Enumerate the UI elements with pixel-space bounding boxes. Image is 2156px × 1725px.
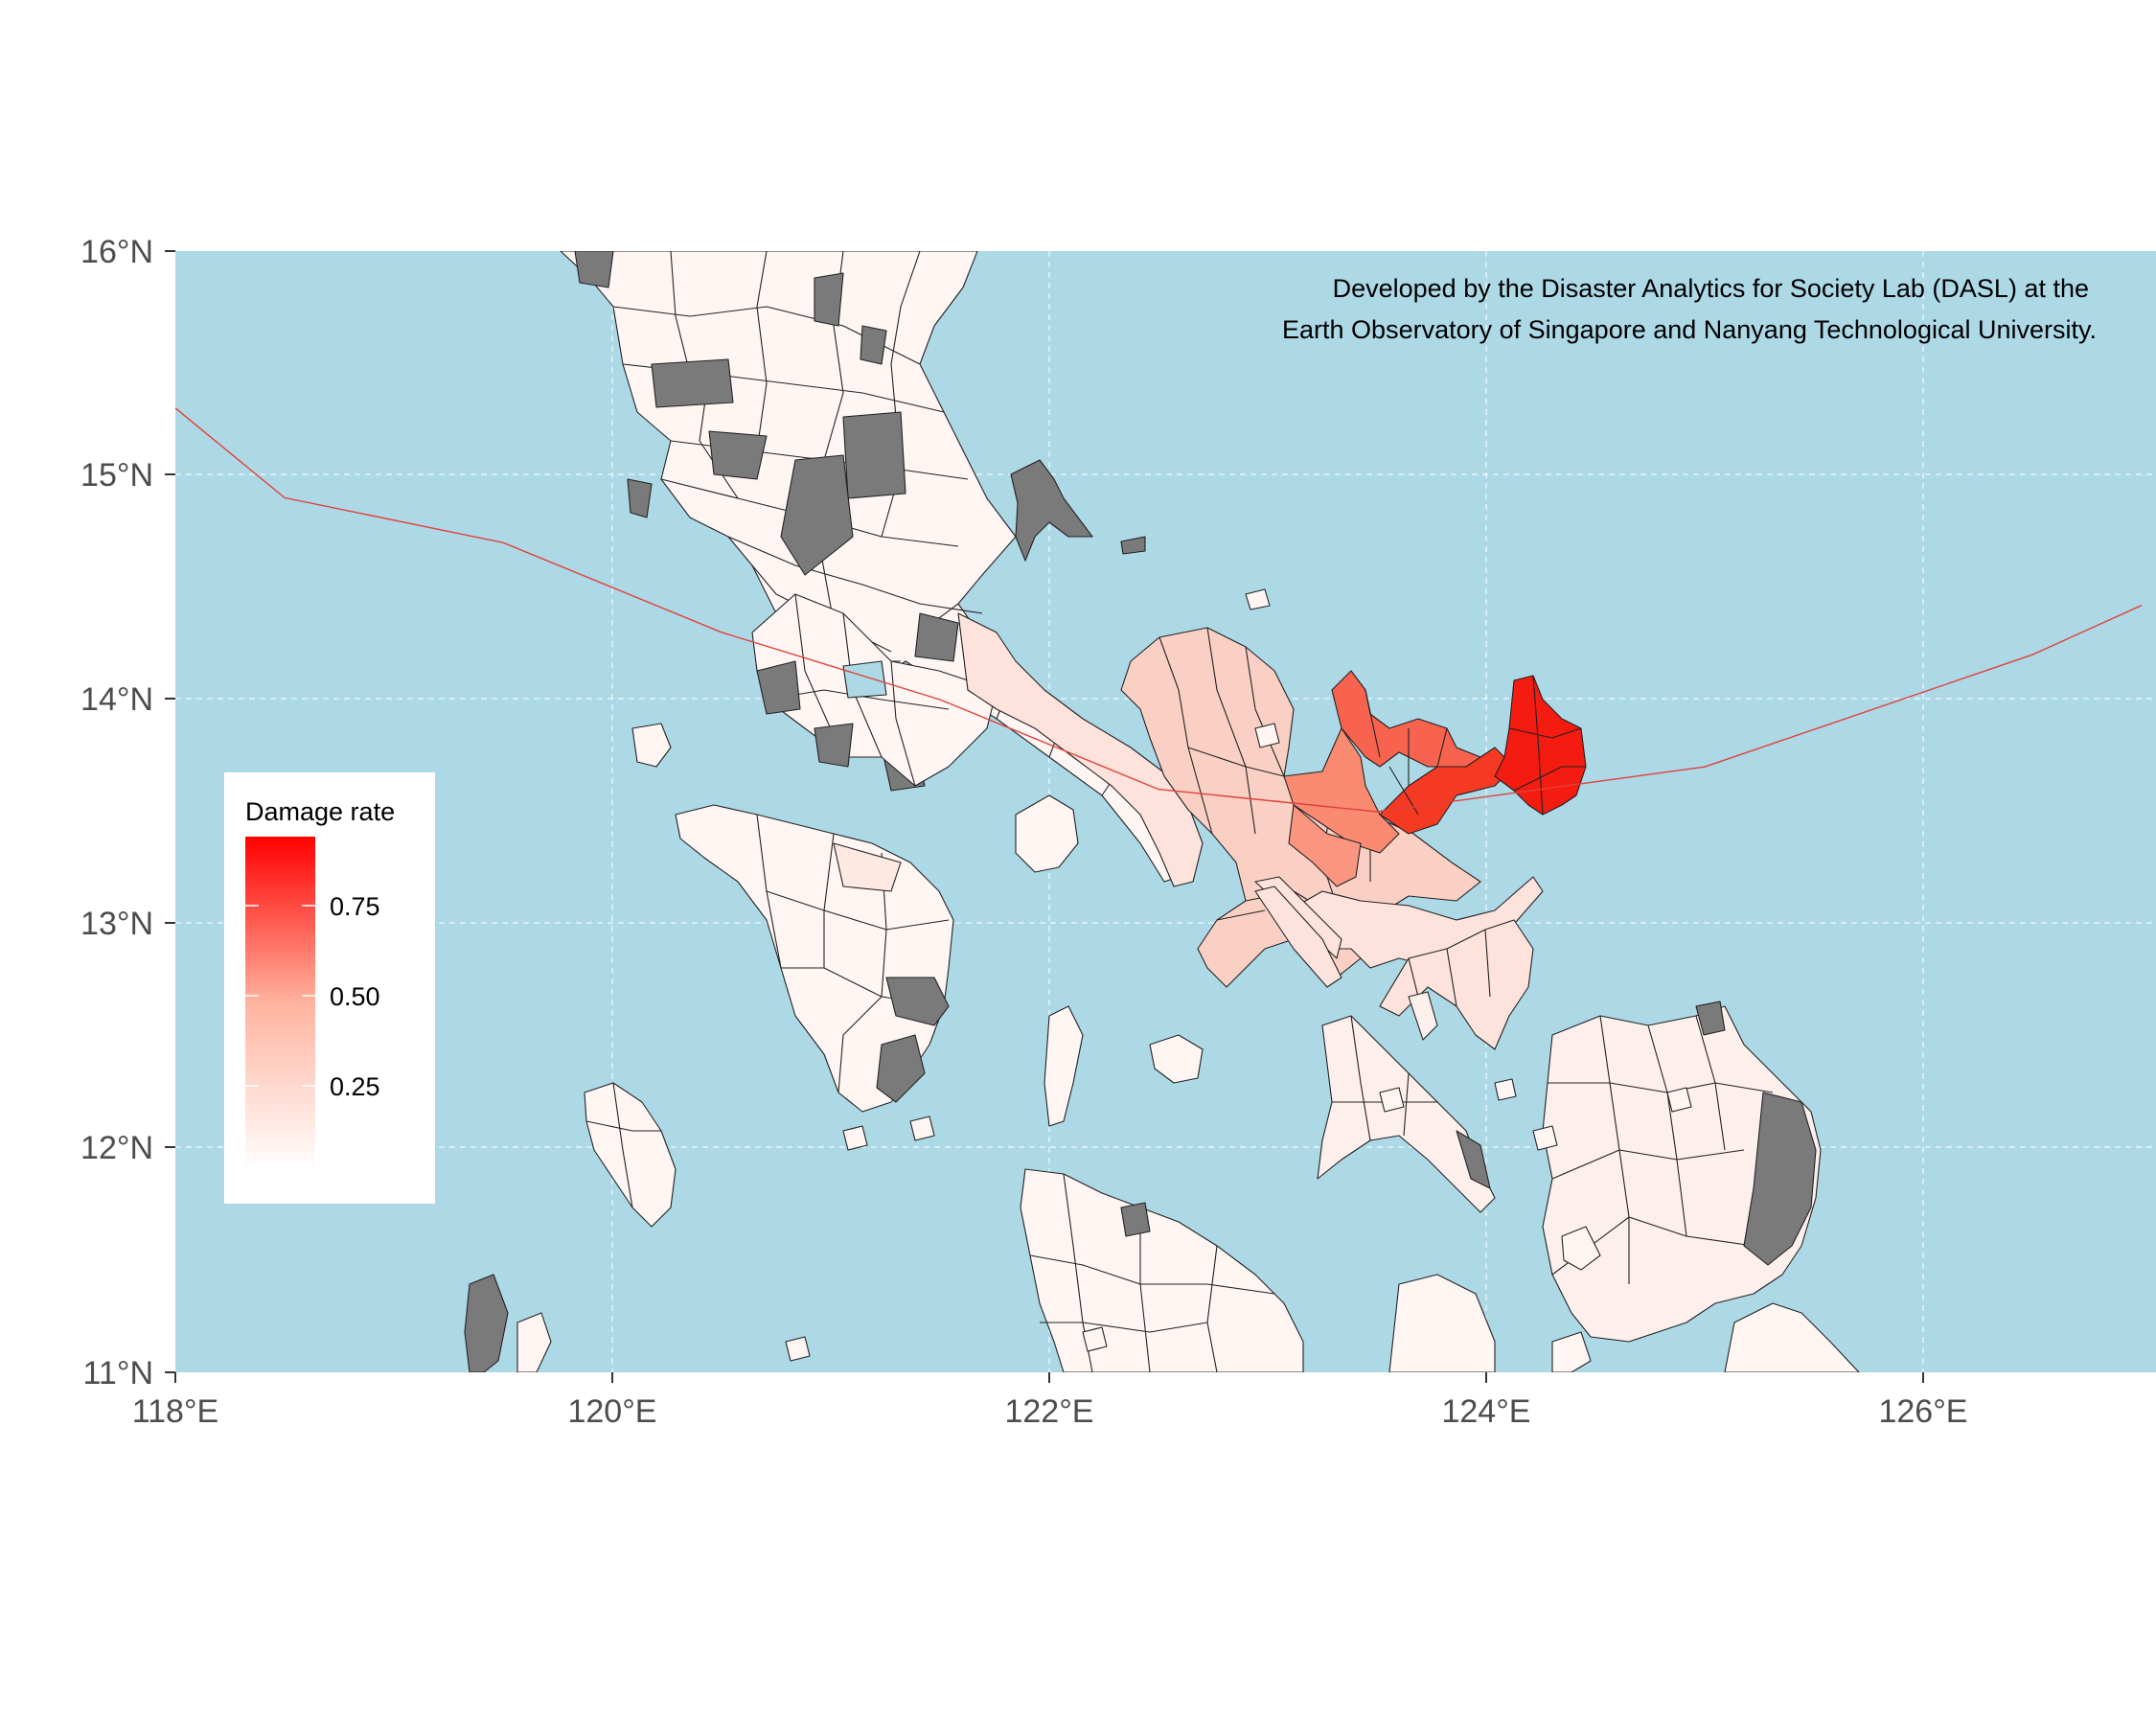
legend: Damage rate 0.75 0.50 0.25 <box>224 772 435 1204</box>
landmass-masbate <box>1317 991 1496 1213</box>
landmass-samar <box>1542 1000 1822 1343</box>
landmass-negros <box>1388 1274 1496 1372</box>
landmass-marinduque <box>1015 794 1079 873</box>
landmass-calamian <box>464 1082 677 1372</box>
credit-line-1: Developed by the Disaster Analytics for … <box>1333 274 2089 303</box>
lon-tick-label: 118°E <box>132 1393 218 1430</box>
lon-tick-label: 124°E <box>1441 1393 1530 1430</box>
lat-tick-label: 11°N <box>83 1355 153 1392</box>
lat-tick-label: 15°N <box>80 457 153 494</box>
landmass-bantayan <box>1551 1331 1592 1372</box>
landmass-southern-tagalog <box>751 593 998 787</box>
small-islands <box>631 588 1692 1362</box>
landmass-mindoro <box>675 804 954 1113</box>
lat-tick-label: 13°N <box>80 906 153 942</box>
legend-title: Damage rate <box>245 797 395 826</box>
lon-tick-label: 120°E <box>567 1393 656 1430</box>
legend-tick-label: 0.25 <box>330 1072 380 1101</box>
legend-tick-label: 0.75 <box>330 892 380 921</box>
legend-tick-label: 0.50 <box>330 982 380 1011</box>
landmass-burias <box>1254 886 1342 988</box>
lat-tick-label: 14°N <box>80 681 153 718</box>
lon-tick-label: 126°E <box>1878 1393 1967 1430</box>
landmass-leyte <box>1724 1302 1860 1372</box>
legend-colorbar <box>245 837 315 1170</box>
landmass-tablas <box>1044 1005 1084 1127</box>
axis-y-ticks <box>165 250 175 1373</box>
landmass-polillo <box>1010 459 1146 562</box>
credit-line-2: Earth Observatory of Singapore and Nanya… <box>1282 315 2097 344</box>
lon-tick-label: 122°E <box>1004 1393 1093 1430</box>
lat-tick-label: 12°N <box>80 1130 153 1166</box>
landmass-sibuyan <box>1149 1034 1204 1084</box>
landmass-panay <box>1020 1168 1304 1372</box>
lat-tick-label: 16°N <box>80 234 153 270</box>
landmass-biliran <box>1561 1226 1601 1271</box>
landmass-high-damage <box>1283 670 1587 887</box>
legend-tick-marks <box>245 905 315 1087</box>
typhoon-track <box>175 407 2143 813</box>
axis-x-ticks <box>174 1372 1924 1383</box>
